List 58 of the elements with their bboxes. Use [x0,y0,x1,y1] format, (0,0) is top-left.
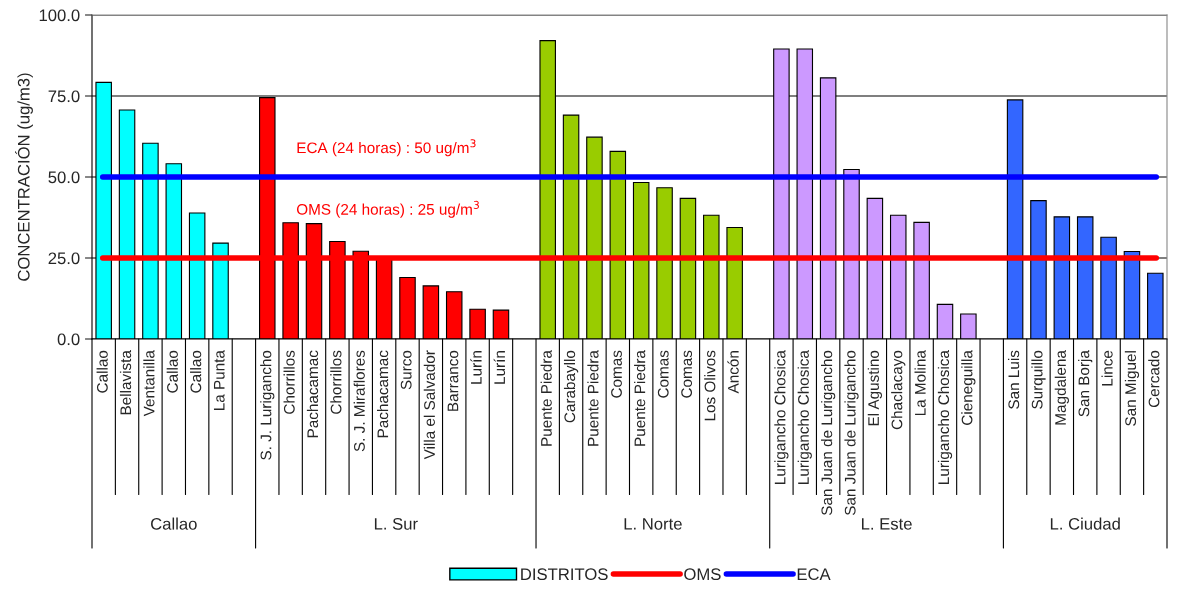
legend-label: ECA [797,568,831,581]
x-tick-label: San Luis [1007,350,1020,409]
x-tick-label: Carabayllo [563,350,579,423]
text: L. Ciudad [1050,517,1120,530]
y-tick-label: 0.0 [57,333,80,346]
x-tick-label: Cercado [1148,350,1160,408]
x-tick-label: La Punta [213,350,225,411]
x-tick-label: Pachacamac [306,350,319,438]
x-tick-label: Lurín [493,351,506,384]
text: Callao [151,517,197,530]
x-tick-label: Puente Piedra [540,350,552,446]
annotation: ECA (24 horas) : 50 ug/m$^{3}$ [297,139,476,157]
x-tick-label: Surquillo [1031,350,1046,409]
x-tick-label: Barranco [447,350,459,411]
x-tick-label: Pachacamac [377,350,389,438]
x-tick-label: Lince [1101,350,1113,386]
x-tick-label: Chaclacayo [891,350,906,430]
x-tick-label: San Borja [1078,350,1093,417]
x-tick-label: San Juan de Lurigancho [821,350,836,516]
x-tick-label: La Molina [914,350,926,416]
x-tick-label: Ancón [727,351,739,394]
y-tick-label: 25.0 [48,252,80,265]
x-tick-label: Los Olivos [704,350,716,421]
x-tick-label: Lurigancho Chosica [937,350,953,484]
x-tick-label: San Miguel [1124,351,1140,426]
x-tick-label: Comas [657,350,669,398]
x-tick-label: San Juan de Lurigancho [844,350,859,516]
x-tick-label: Comas [681,350,693,398]
x-tick-label: Callao [96,350,108,393]
x-tick-label: Surco [400,350,412,390]
x-tick-label: Callao [190,350,202,393]
y-tick-label: 75.0 [48,90,80,103]
text: L. Este [861,518,912,530]
x-tick-label: S. J. Miraflores [353,350,365,452]
x-tick-label: Puente Piedra [634,350,646,446]
x-tick-label: Lurigancho Chosica [797,350,812,484]
x-tick-label: Ventanilla [143,350,155,417]
x-tick-label: Lurigancho Chosica [774,350,789,484]
x-tick-label: Puente Piedra [587,350,599,446]
y-tick-label: 100.0 [39,9,80,22]
x-tick-label: Chorrillos [330,350,342,414]
x-tick-label: Magdalena [1054,350,1069,425]
x-tick-label: Villa el Salvador [423,350,435,460]
y-tick-label: 50.0 [48,171,80,184]
x-tick-label: Chorrillos [283,350,295,414]
x-tick-label: Callao [166,350,178,393]
text: L. Norte [624,518,682,530]
legend-label: DISTRITOS [521,568,608,581]
x-tick-label: Cieneguilla [961,350,976,425]
x-tick-label: Comas [611,350,622,398]
x-tick-label: S. J. Lurigancho [260,350,275,460]
x-tick-label: Lurín [470,351,482,384]
x-tick-label: El Agustino [867,350,882,426]
x-tick-label: Bellavista [119,350,132,415]
legend-label: OMS [684,568,721,581]
y-axis-title: CONCENTRACIÓN (ug/m3) [15,73,33,281]
text: L. Sur [374,517,418,530]
annotation: OMS (24 horas) : 25 ug/m$^{3}$ [296,200,479,218]
